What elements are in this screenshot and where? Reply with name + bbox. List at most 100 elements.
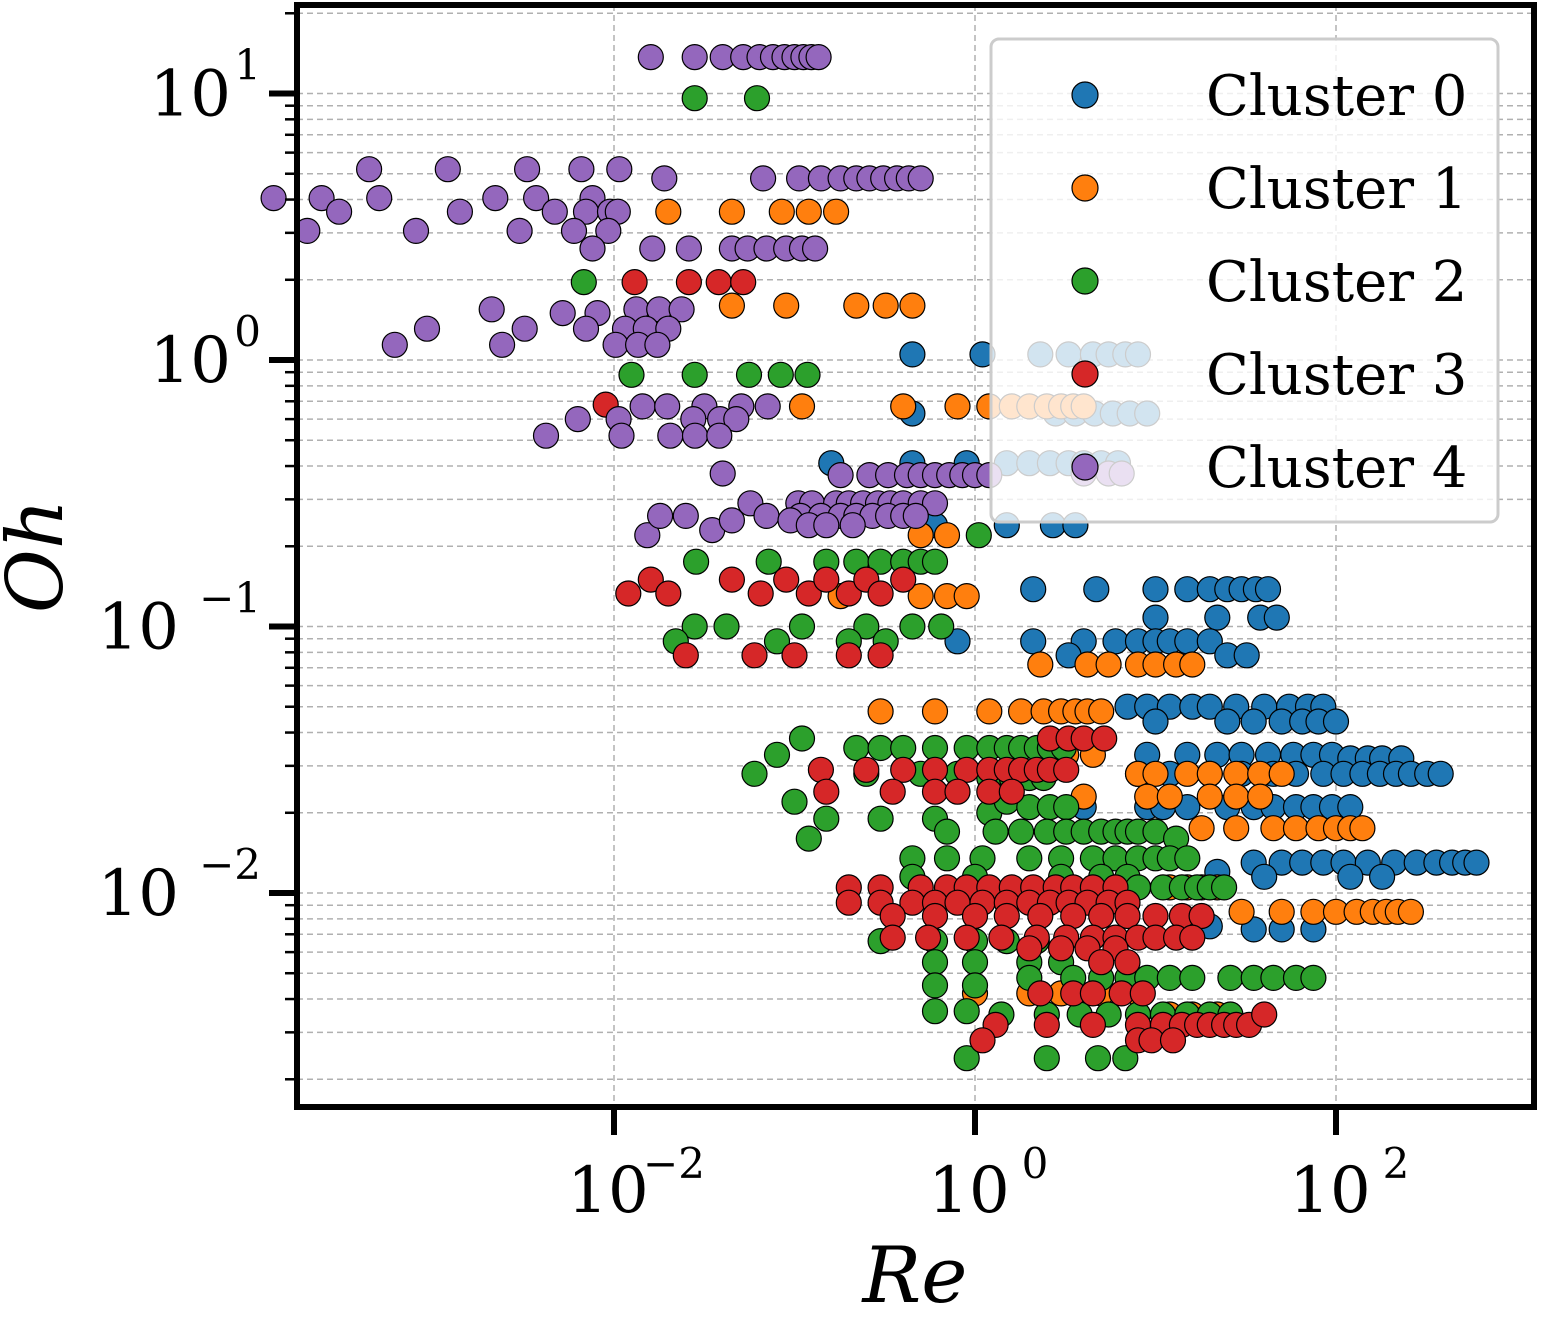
point-cluster-3-80: [914, 924, 942, 951]
point-cluster-3-99: [1079, 980, 1107, 1007]
point-cluster-0-49: [1174, 628, 1201, 655]
point-cluster-2-60: [1007, 818, 1035, 845]
point-cluster-4-35: [541, 198, 568, 225]
point-cluster-4-45: [639, 235, 666, 262]
point-cluster-1-53: [1156, 783, 1183, 810]
point-cluster-2-0: [681, 85, 708, 112]
point-cluster-4-111: [753, 502, 780, 530]
point-cluster-3-114: [969, 1027, 996, 1054]
point-cluster-4-75: [564, 406, 591, 433]
point-cluster-1-7: [843, 292, 870, 319]
point-cluster-1-73: [1300, 898, 1327, 925]
point-cluster-0-0: [899, 341, 926, 368]
point-cluster-4-43: [595, 217, 622, 244]
point-cluster-1-46: [1174, 760, 1201, 787]
x-tick-label-0: 10: [567, 1154, 648, 1228]
point-cluster-3-82: [988, 924, 1015, 951]
point-cluster-1-1: [718, 198, 746, 225]
point-cluster-4-30: [482, 185, 509, 212]
point-cluster-4-53: [478, 296, 505, 323]
point-cluster-0-66: [1240, 708, 1267, 735]
point-cluster-3-41: [976, 778, 1003, 805]
point-cluster-1-50: [1268, 760, 1295, 787]
point-cluster-3-10: [773, 566, 800, 593]
point-cluster-1-56: [1247, 783, 1274, 810]
point-cluster-4-61: [572, 315, 600, 342]
point-cluster-0-31: [1142, 576, 1169, 603]
point-cluster-3-30: [953, 756, 980, 783]
point-cluster-3-13: [835, 580, 862, 607]
point-cluster-1-48: [1223, 760, 1250, 787]
point-cluster-2-29: [867, 734, 894, 762]
point-cluster-1-8: [872, 292, 899, 319]
point-cluster-2-108: [1217, 964, 1244, 992]
point-cluster-0-96: [1427, 760, 1454, 787]
point-cluster-4-82: [657, 422, 684, 449]
point-cluster-4-13: [513, 156, 541, 183]
point-cluster-2-15: [921, 548, 949, 575]
point-cluster-3-8: [718, 566, 746, 593]
point-cluster-4-0: [637, 43, 664, 71]
point-cluster-1-11: [890, 393, 917, 420]
point-cluster-3-96: [1114, 949, 1141, 976]
point-cluster-2-91: [1210, 874, 1238, 901]
point-cluster-2-39: [741, 760, 768, 787]
point-cluster-2-114: [961, 972, 989, 999]
x-axis-label: Re: [861, 1231, 968, 1317]
point-cluster-2-21: [899, 613, 926, 640]
point-cluster-2-20: [853, 613, 880, 640]
point-cluster-2-107: [1179, 964, 1206, 992]
point-cluster-3-113: [1251, 1001, 1278, 1028]
point-cluster-4-40: [402, 217, 430, 244]
point-cluster-4-81: [608, 422, 635, 449]
point-cluster-0-58: [1196, 693, 1223, 720]
point-cluster-2-127: [1033, 1045, 1060, 1072]
point-cluster-3-72: [1027, 902, 1054, 930]
point-cluster-2-56: [1053, 793, 1080, 821]
point-cluster-3-15: [867, 580, 894, 607]
point-cluster-1-28: [1095, 651, 1122, 678]
point-cluster-2-27: [788, 725, 816, 752]
point-cluster-2-110: [1260, 964, 1287, 992]
x-tick-exp-2: 2: [1383, 1139, 1410, 1188]
point-cluster-3-37: [813, 778, 840, 805]
point-cluster-0-121: [1251, 863, 1278, 890]
point-cluster-3-55: [835, 889, 862, 916]
point-cluster-1-26: [1027, 651, 1054, 678]
point-cluster-0-42: [944, 628, 971, 655]
y-tick-exp-0: 1: [234, 41, 261, 90]
point-cluster-4-60: [511, 315, 538, 342]
point-cluster-0-37: [1254, 576, 1282, 603]
point-cluster-4-41: [506, 217, 533, 244]
point-cluster-3-117: [1159, 1027, 1187, 1054]
point-cluster-3-40: [944, 778, 971, 805]
point-cluster-2-71: [933, 845, 961, 872]
point-cluster-4-127: [839, 512, 866, 539]
point-cluster-2-1: [743, 85, 771, 112]
point-cluster-4-31: [522, 185, 550, 212]
point-cluster-4-85: [709, 460, 736, 487]
point-cluster-2-3: [618, 361, 645, 388]
point-cluster-0-41: [1263, 604, 1290, 631]
point-cluster-2-6: [767, 361, 794, 388]
point-cluster-0-70: [1322, 708, 1350, 735]
y-tick-exp-1: 0: [234, 307, 261, 356]
point-cluster-4-70: [629, 393, 656, 420]
point-cluster-1-32: [1179, 651, 1206, 678]
point-cluster-2-16: [965, 522, 992, 549]
point-cluster-2-115: [921, 998, 949, 1025]
point-cluster-3-101: [1129, 980, 1156, 1007]
point-cluster-3-28: [890, 756, 917, 783]
point-cluster-2-113: [921, 972, 949, 999]
point-cluster-1-0: [655, 198, 682, 225]
legend-label-0: Cluster 0: [1206, 64, 1467, 129]
y-tick-label-0: 10: [150, 58, 231, 132]
point-cluster-2-112: [1300, 964, 1327, 992]
point-cluster-3-18: [741, 642, 768, 669]
point-cluster-3-1: [675, 269, 703, 296]
point-cluster-1-52: [1134, 783, 1161, 810]
point-cluster-1-41: [1088, 698, 1115, 725]
point-cluster-1-60: [1282, 815, 1310, 842]
point-cluster-4-69: [644, 331, 671, 358]
point-cluster-4-27: [260, 185, 287, 212]
